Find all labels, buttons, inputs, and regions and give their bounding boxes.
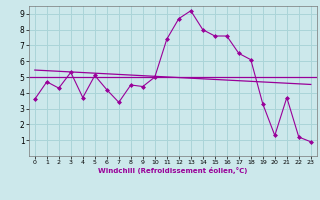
- X-axis label: Windchill (Refroidissement éolien,°C): Windchill (Refroidissement éolien,°C): [98, 167, 247, 174]
